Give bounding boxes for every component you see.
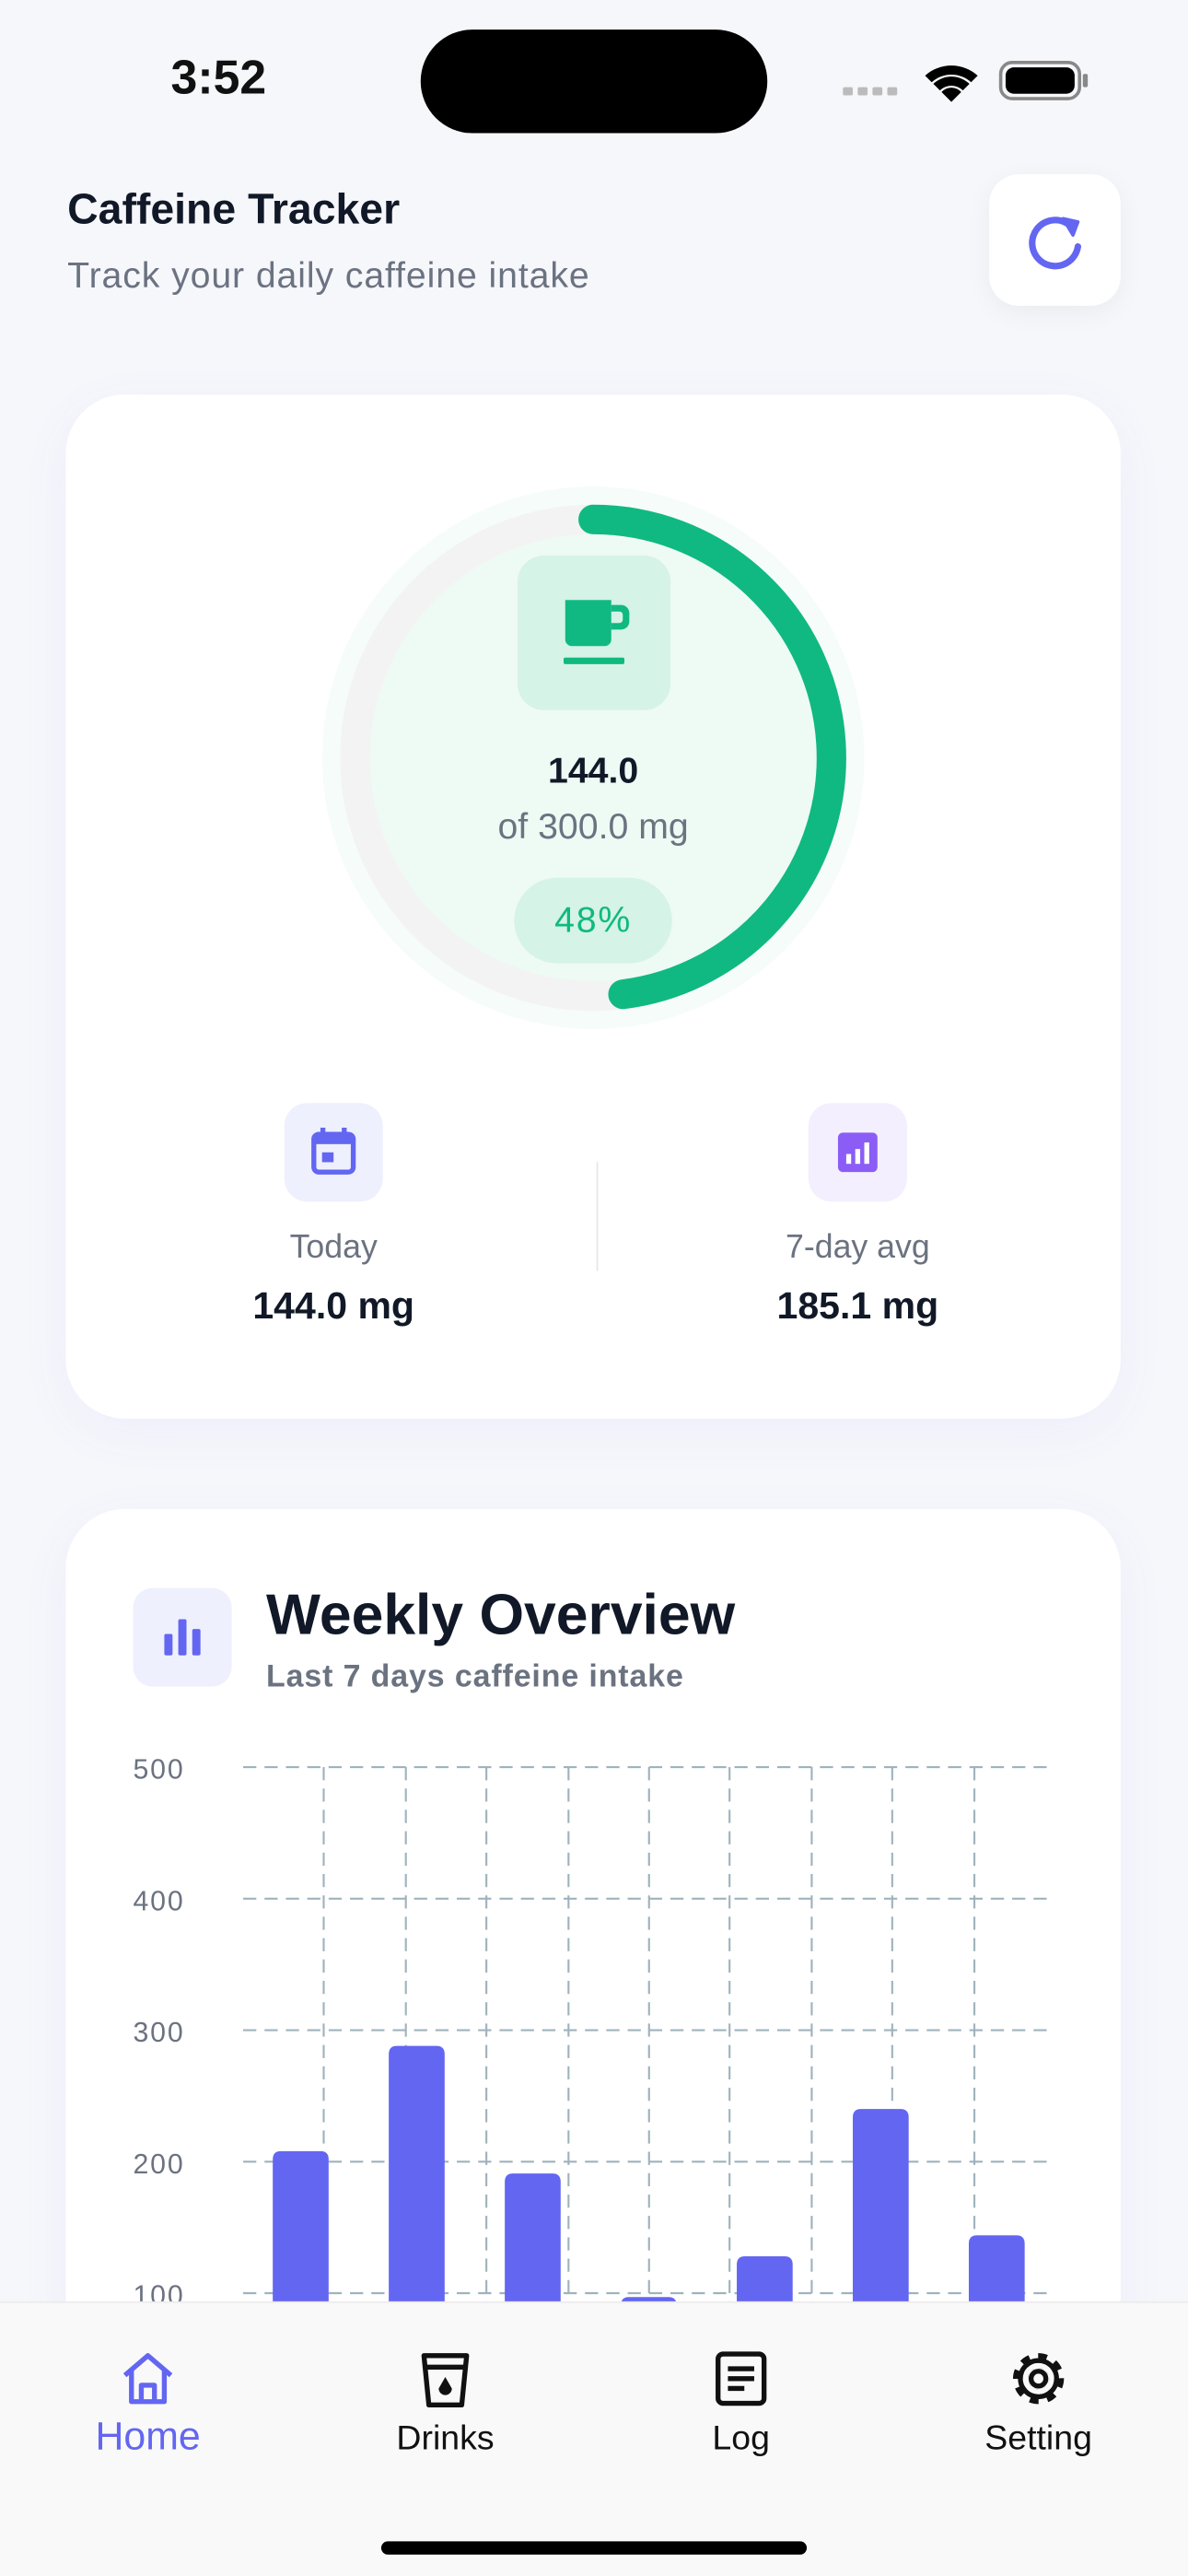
percent-label: 48% xyxy=(554,898,633,941)
tab-label[interactable]: Setting xyxy=(984,2419,1092,2458)
chart-title: Weekly Overview xyxy=(266,1583,736,1647)
today-icon xyxy=(284,1103,383,1202)
status-time: 3:52 xyxy=(170,53,267,106)
chart-subtitle: Last 7 days caffeine intake xyxy=(266,1660,684,1695)
tab-label[interactable]: Home xyxy=(95,2415,201,2460)
stat-label: 7-day avg xyxy=(786,1229,930,1266)
refresh-icon xyxy=(1029,217,1082,270)
y-tick-label: 200 xyxy=(134,2149,185,2180)
divider xyxy=(596,1162,599,1271)
progress-arc xyxy=(578,504,846,1010)
y-tick-label: 500 xyxy=(134,1755,185,1786)
percent-pill xyxy=(514,877,672,964)
app-subtitle: Track your daily caffeine intake xyxy=(67,254,590,297)
amount: 144.0 xyxy=(547,749,639,791)
progress-ring xyxy=(340,504,846,1012)
refresh-button[interactable] xyxy=(989,174,1121,306)
status-icons xyxy=(843,61,1089,102)
cup-icon xyxy=(563,600,630,664)
settings-icon xyxy=(1012,2353,1065,2405)
home-icon xyxy=(122,2353,173,2405)
y-tick-label: 400 xyxy=(134,1886,185,1916)
tab-label[interactable]: Log xyxy=(712,2419,770,2458)
avg-icon xyxy=(808,1103,907,1202)
tab-label[interactable]: Drinks xyxy=(396,2419,495,2458)
stat-label: Today xyxy=(289,1229,378,1266)
stat-value: 185.1 mg xyxy=(776,1283,939,1327)
log-icon xyxy=(716,2351,767,2406)
stat-value: 144.0 mg xyxy=(252,1283,415,1327)
drinks-icon xyxy=(421,2353,470,2408)
goal: of 300.0 mg xyxy=(497,805,689,847)
y-tick-label: 300 xyxy=(134,2018,185,2048)
weekly-icon xyxy=(133,1587,232,1687)
dynamic-island xyxy=(420,29,768,134)
home-indicator xyxy=(380,2541,808,2555)
app-title: Caffeine Tracker xyxy=(67,183,401,234)
tab-bar xyxy=(0,2301,1188,2576)
